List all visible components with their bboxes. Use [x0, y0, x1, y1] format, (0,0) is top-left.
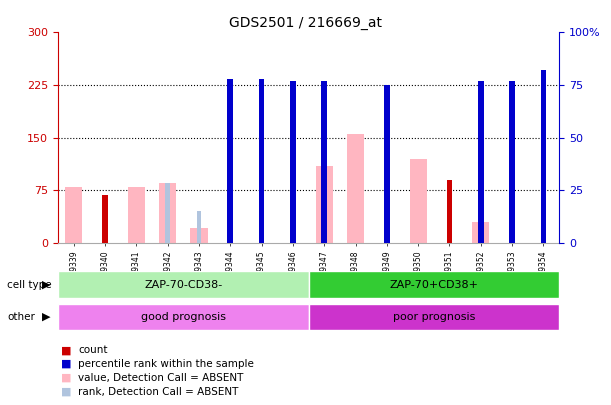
- Text: good prognosis: good prognosis: [141, 312, 226, 322]
- Bar: [447, 180, 452, 243]
- Text: ■: ■: [61, 373, 71, 383]
- Bar: [309, 271, 559, 298]
- Text: GDS2501 / 216669_at: GDS2501 / 216669_at: [229, 16, 382, 30]
- Text: ▶: ▶: [42, 312, 50, 322]
- Bar: [409, 159, 426, 243]
- Text: count: count: [78, 345, 108, 355]
- Bar: [541, 70, 546, 243]
- Bar: [384, 194, 390, 243]
- Bar: [510, 81, 515, 243]
- Bar: [102, 195, 108, 243]
- Bar: [321, 81, 327, 243]
- Bar: [290, 81, 296, 243]
- Bar: [316, 166, 333, 243]
- Bar: [510, 131, 515, 243]
- Bar: [159, 183, 176, 243]
- Bar: [227, 159, 233, 243]
- Text: ■: ■: [61, 359, 71, 369]
- Text: ZAP-70+CD38+: ZAP-70+CD38+: [389, 279, 478, 290]
- Bar: [197, 211, 201, 243]
- Bar: [384, 85, 390, 243]
- Text: ▶: ▶: [42, 280, 50, 290]
- Bar: [309, 304, 559, 330]
- Text: cell type: cell type: [7, 280, 52, 290]
- Text: rank, Detection Call = ABSENT: rank, Detection Call = ABSENT: [78, 387, 238, 396]
- Bar: [58, 304, 309, 330]
- Bar: [472, 222, 489, 243]
- Bar: [65, 187, 82, 243]
- Bar: [128, 187, 145, 243]
- Text: percentile rank within the sample: percentile rank within the sample: [78, 359, 254, 369]
- Text: ZAP-70-CD38-: ZAP-70-CD38-: [144, 279, 222, 290]
- Bar: [58, 271, 309, 298]
- Bar: [541, 106, 546, 243]
- Text: other: other: [7, 312, 35, 322]
- Text: poor prognosis: poor prognosis: [393, 312, 475, 322]
- Bar: [259, 166, 265, 243]
- Bar: [290, 187, 296, 243]
- Bar: [191, 228, 208, 243]
- Bar: [166, 183, 170, 243]
- Text: value, Detection Call = ABSENT: value, Detection Call = ABSENT: [78, 373, 244, 383]
- Bar: [259, 79, 265, 243]
- Text: ■: ■: [61, 345, 71, 355]
- Bar: [478, 81, 483, 243]
- Text: ■: ■: [61, 387, 71, 396]
- Bar: [227, 79, 233, 243]
- Bar: [347, 134, 364, 243]
